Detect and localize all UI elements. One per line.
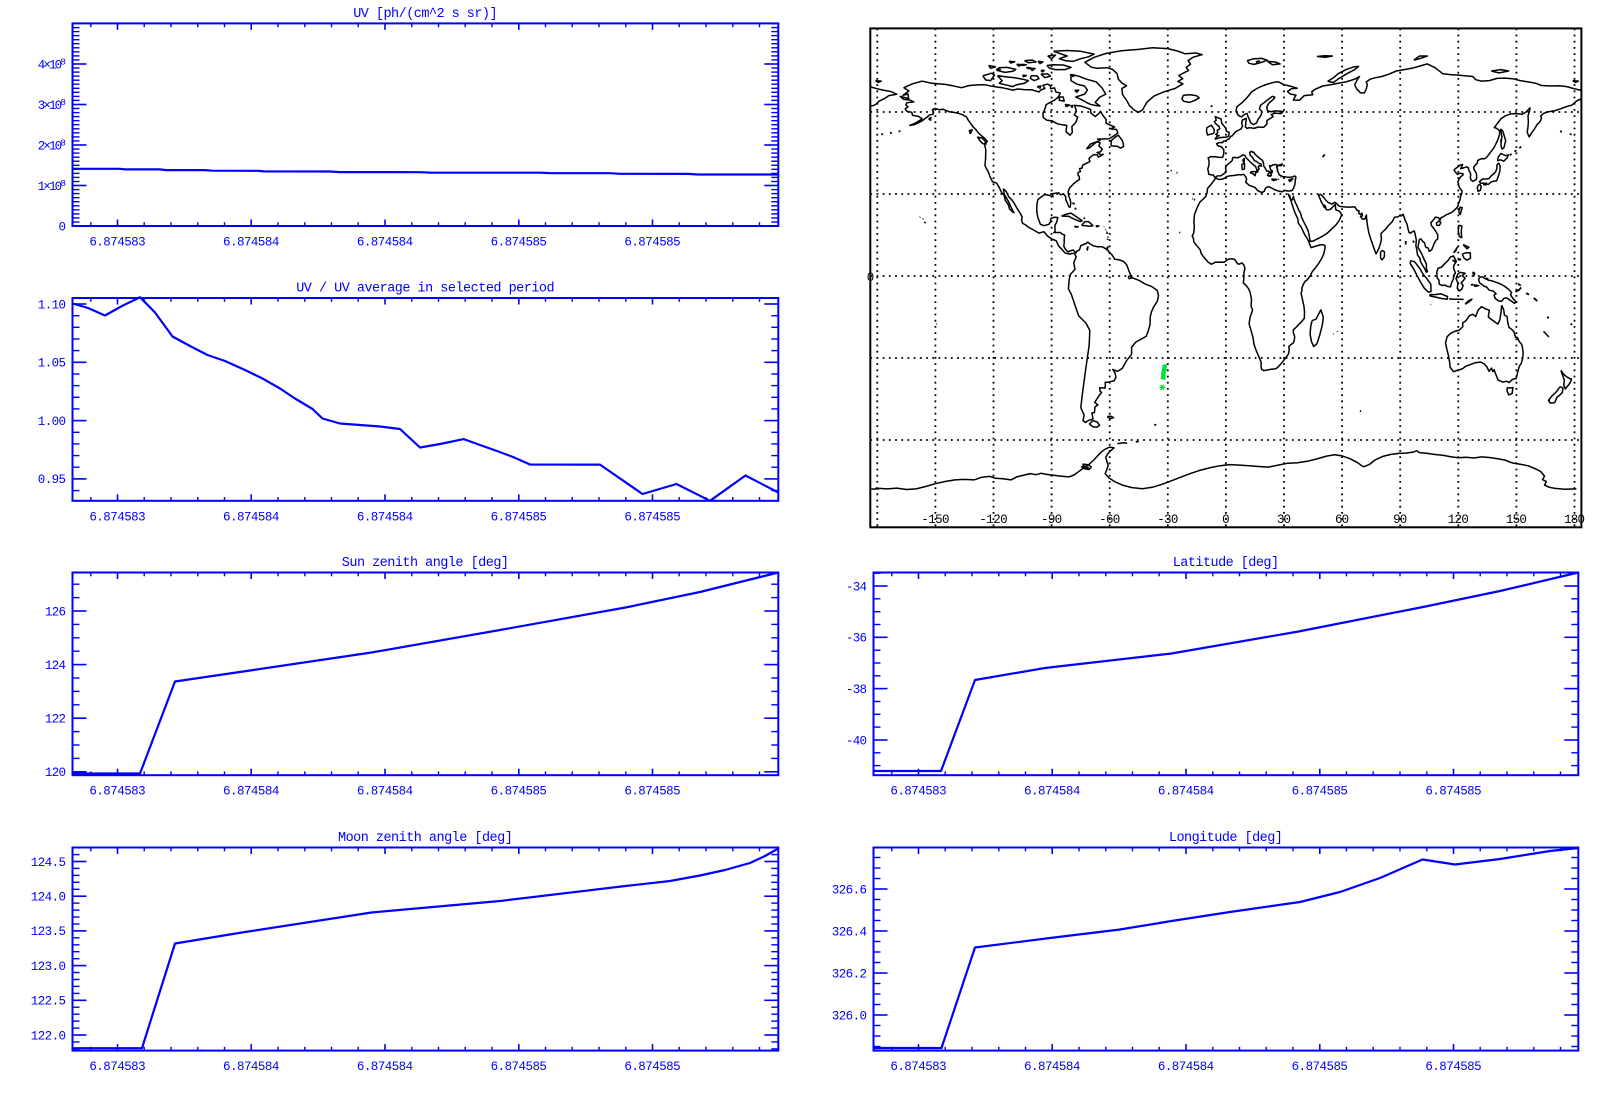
svg-text:124: 124 — [45, 659, 66, 673]
svg-text:6.874583: 6.874583 — [89, 236, 145, 250]
svg-text:Sun zenith angle [deg]: Sun zenith angle [deg] — [342, 556, 509, 571]
svg-text:4×108: 4×108 — [38, 56, 66, 72]
svg-text:6.874583: 6.874583 — [89, 785, 145, 799]
svg-text:Longitude [deg]: Longitude [deg] — [1169, 831, 1283, 846]
svg-text:Moon zenith angle [deg]: Moon zenith angle [deg] — [338, 831, 513, 846]
svg-text:6.874584: 6.874584 — [223, 1060, 279, 1074]
svg-text:0.95: 0.95 — [38, 473, 66, 487]
svg-text:-60: -60 — [1099, 513, 1120, 527]
svg-text:3×108: 3×108 — [38, 97, 66, 113]
svg-text:6.874585: 6.874585 — [1425, 1060, 1481, 1074]
svg-text:126: 126 — [45, 605, 66, 619]
svg-text:1.05: 1.05 — [38, 357, 66, 371]
svg-text:0: 0 — [1222, 513, 1230, 527]
svg-text:-150: -150 — [921, 513, 949, 527]
svg-text:0: 0 — [58, 220, 66, 234]
svg-text:-36: -36 — [846, 632, 867, 646]
svg-text:-30: -30 — [1157, 513, 1178, 527]
svg-text:124.5: 124.5 — [31, 856, 66, 870]
svg-text:120: 120 — [45, 766, 66, 780]
svg-text:-34: -34 — [846, 580, 867, 594]
svg-text:-120: -120 — [979, 513, 1007, 527]
svg-text:6.874584: 6.874584 — [223, 236, 279, 250]
svg-text:123.5: 123.5 — [31, 925, 66, 939]
svg-text:Latitude [deg]: Latitude [deg] — [1173, 556, 1279, 571]
svg-text:1.10: 1.10 — [38, 298, 66, 312]
svg-text:6.874585: 6.874585 — [491, 236, 547, 250]
svg-text:6.874585: 6.874585 — [624, 785, 680, 799]
svg-text:2×108: 2×108 — [38, 137, 66, 153]
svg-text:-38: -38 — [846, 683, 867, 697]
svg-text:60: 60 — [1335, 513, 1349, 527]
svg-text:6.874585: 6.874585 — [491, 510, 547, 524]
svg-text:326.2: 326.2 — [832, 967, 867, 981]
svg-text:150: 150 — [1506, 513, 1527, 527]
svg-text:6.874585: 6.874585 — [491, 1060, 547, 1074]
svg-text:326.6: 326.6 — [832, 883, 867, 897]
svg-text:6.874584: 6.874584 — [1158, 785, 1214, 799]
svg-text:-90: -90 — [1041, 513, 1062, 527]
svg-text:6.874584: 6.874584 — [357, 236, 413, 250]
svg-text:326.0: 326.0 — [832, 1009, 867, 1023]
svg-text:122.0: 122.0 — [31, 1029, 66, 1043]
svg-text:124.0: 124.0 — [31, 891, 66, 905]
svg-text:122.5: 122.5 — [31, 995, 66, 1009]
svg-text:30: 30 — [1277, 513, 1291, 527]
svg-text:326.4: 326.4 — [832, 925, 867, 939]
svg-text:1.00: 1.00 — [38, 415, 66, 429]
svg-text:6.874584: 6.874584 — [357, 1060, 413, 1074]
svg-text:122: 122 — [45, 713, 66, 727]
svg-text:90: 90 — [1393, 513, 1407, 527]
svg-text:123.0: 123.0 — [31, 960, 66, 974]
svg-text:6.874584: 6.874584 — [1024, 785, 1080, 799]
svg-text:6.874583: 6.874583 — [89, 1060, 145, 1074]
svg-text:6.874585: 6.874585 — [1425, 785, 1481, 799]
svg-text:6.874585: 6.874585 — [491, 785, 547, 799]
svg-text:UV / UV average in selected pe: UV / UV average in selected period — [296, 282, 554, 297]
svg-text:6.874584: 6.874584 — [223, 510, 279, 524]
svg-text:1×108: 1×108 — [38, 178, 66, 194]
svg-text:180: 180 — [1564, 513, 1585, 527]
svg-text:120: 120 — [1448, 513, 1469, 527]
svg-text:6.874583: 6.874583 — [890, 1060, 946, 1074]
svg-text:6.874584: 6.874584 — [357, 510, 413, 524]
svg-text:6.874583: 6.874583 — [89, 510, 145, 524]
svg-text:-40: -40 — [846, 734, 867, 748]
svg-text:6.874584: 6.874584 — [357, 785, 413, 799]
svg-text:6.874585: 6.874585 — [1292, 785, 1348, 799]
svg-text:UV [ph/(cm^2 s sr)]: UV [ph/(cm^2 s sr)] — [353, 7, 497, 22]
svg-text:6.874583: 6.874583 — [890, 785, 946, 799]
svg-text:6.874585: 6.874585 — [624, 236, 680, 250]
svg-text:6.874584: 6.874584 — [1024, 1060, 1080, 1074]
svg-text:6.874585: 6.874585 — [624, 1060, 680, 1074]
svg-text:6.874584: 6.874584 — [223, 785, 279, 799]
svg-text:6.874584: 6.874584 — [1158, 1060, 1214, 1074]
svg-text:6.874585: 6.874585 — [624, 510, 680, 524]
svg-text:6.874585: 6.874585 — [1292, 1060, 1348, 1074]
